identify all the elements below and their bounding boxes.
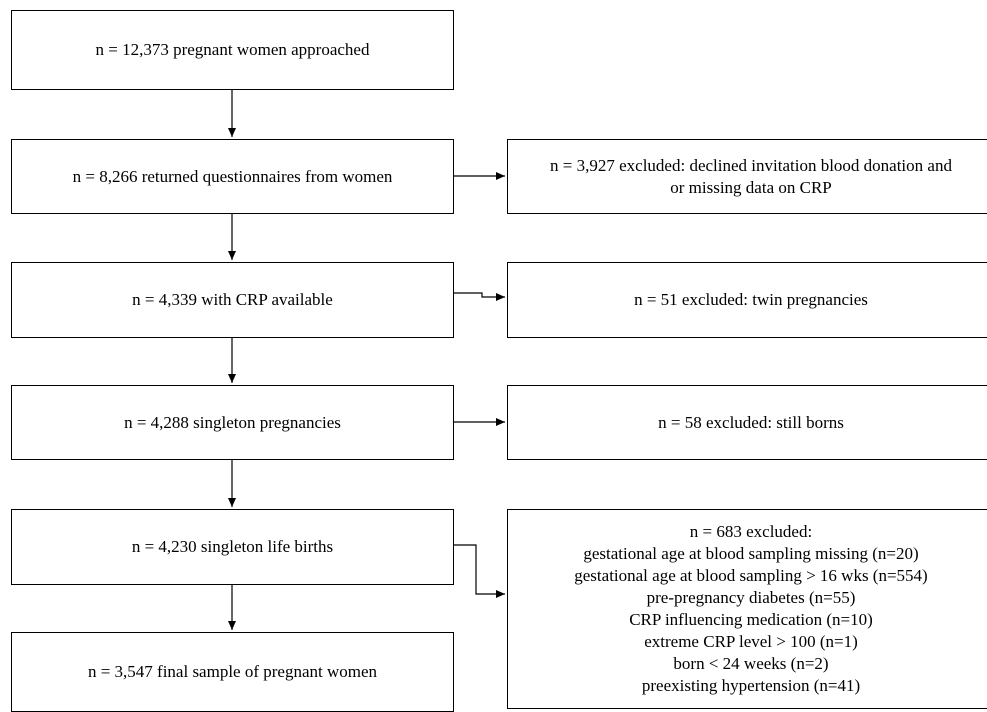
singleton-life-births-label: n = 4,230 singleton life births — [131, 537, 334, 556]
exclusion-box-twins: n = 51 excluded: twin pregnancies — [507, 262, 987, 338]
returned-questionnaires-box: n = 8,266 returned questionnaires from w… — [11, 139, 454, 214]
exclusion-box-still-borns: n = 58 excluded: still borns — [507, 385, 987, 460]
approached-label: n = 12,373 pregnant women approached — [95, 40, 370, 59]
final-sample-label: n = 3,547 final sample of pregnant women — [87, 662, 378, 681]
arrow-right-2 — [454, 292, 505, 301]
exclusion-line: gestational age at blood sampling > 16 w… — [574, 566, 928, 585]
exclusion-line: CRP influencing medication (n=10) — [629, 610, 873, 629]
exclusion-line: n = 683 excluded: — [689, 522, 813, 541]
exclusion-line: preexisting hypertension (n=41) — [641, 676, 861, 695]
crp-available-label: n = 4,339 with CRP available — [132, 290, 333, 309]
exclusion-box-other: n = 683 excluded: gestational age at blo… — [507, 509, 987, 709]
singleton-pregnancies-box: n = 4,288 singleton pregnancies — [11, 385, 454, 460]
singleton-pregnancies-label: n = 4,288 singleton pregnancies — [124, 412, 341, 432]
exclusion-line: gestational age at blood sampling missin… — [583, 544, 919, 563]
exclusion-line: born < 24 weeks (n=2) — [673, 654, 829, 673]
exclusion-line: pre-pregnancy diabetes (n=55) — [646, 588, 856, 607]
returned-questionnaires-label: n = 8,266 returned questionnaires from w… — [72, 166, 393, 186]
exclusion-line: n = 58 excluded: still borns — [658, 412, 844, 432]
approached-box: n = 12,373 pregnant women approached — [11, 10, 454, 90]
crp-available-box: n = 4,339 with CRP available — [11, 262, 454, 338]
exclusion-line: n = 51 excluded: twin pregnancies — [634, 290, 868, 309]
arrow-right-4 — [454, 544, 505, 598]
exclusion-line: or missing data on CRP — [670, 177, 832, 197]
final-sample-box: n = 3,547 final sample of pregnant women — [11, 632, 454, 712]
exclusion-line: n = 3,927 excluded: declined invitation … — [550, 155, 952, 175]
exclusion-line: extreme CRP level > 100 (n=1) — [644, 632, 858, 651]
singleton-life-births-box: n = 4,230 singleton life births — [11, 509, 454, 585]
exclusion-box-declined: n = 3,927 excluded: declined invitation … — [507, 139, 987, 214]
connector-arrows — [228, 90, 505, 630]
